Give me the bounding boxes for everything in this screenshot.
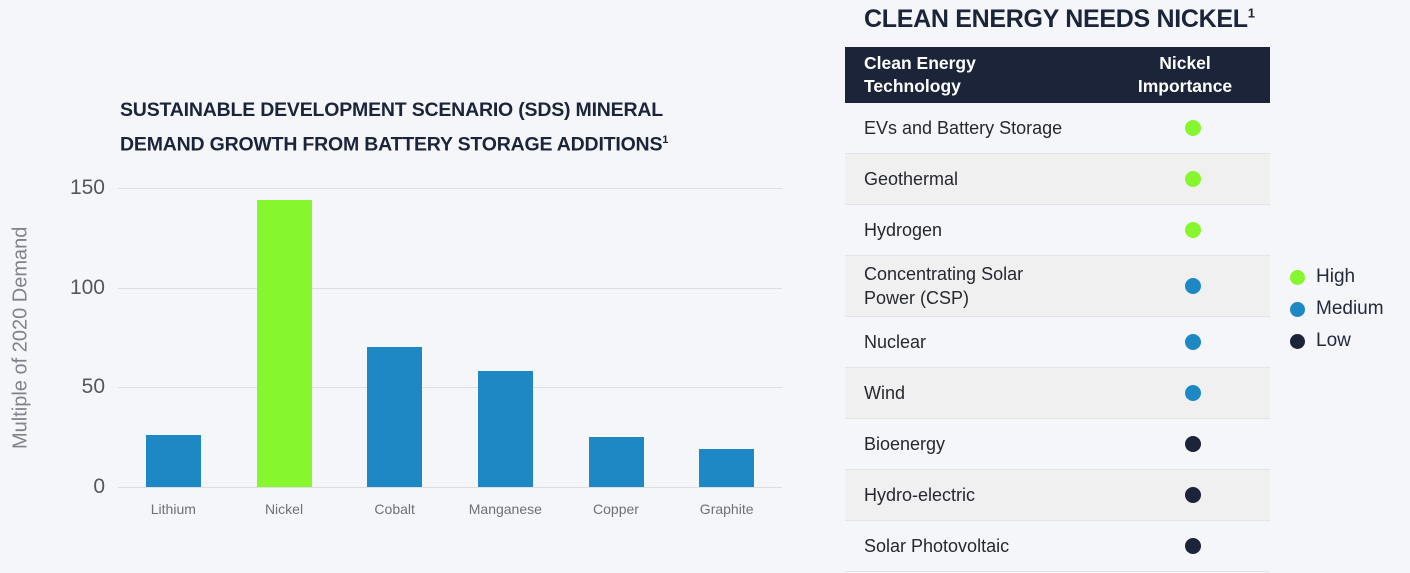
x-axis-label-nickel: Nickel [264, 501, 304, 517]
table-row: Hydrogen [845, 205, 1270, 256]
technology-label: Bioenergy [864, 434, 946, 454]
legend-item-high: High [1290, 266, 1384, 288]
column-header-importance: Nickel Importance [1137, 53, 1233, 96]
legend-label: High [1316, 266, 1356, 287]
chart-title: SUSTAINABLE DEVELOPMENT SCENARIO (SDS) M… [120, 95, 700, 160]
table-row: Hydro-electric [845, 470, 1270, 521]
chart-title-line1: SUSTAINABLE DEVELOPMENT SCENARIO (SDS) M… [120, 99, 663, 121]
importance-cell [1100, 171, 1270, 187]
importance-dot-low [1185, 538, 1201, 554]
table-row: Nuclear [845, 317, 1270, 368]
table-body: EVs and Battery Storage Geothermal Hydroge… [845, 103, 1270, 572]
importance-cell [1100, 487, 1270, 503]
bar-cobalt [367, 347, 423, 487]
table-row: Concentrating Solar Power (CSP) [845, 256, 1270, 317]
x-axis-label-copper: Copper [593, 501, 639, 517]
y-axis-title: Multiple of 2020 Demand [9, 226, 32, 450]
importance-legend: High Medium Low [1290, 266, 1384, 362]
gridline-50 [118, 387, 782, 389]
table-row: Wind [845, 368, 1270, 419]
column-header-technology: Clean Energy Technology [864, 53, 976, 96]
plot-area: 150 100 50 0 Lithium Nickel Cobalt Manganese Cop… [70, 176, 782, 517]
chart-title-line2: DEMAND GROWTH FROM BATTERY STORAGE ADDIT… [120, 133, 663, 156]
gridline-100 [118, 287, 782, 289]
y-tick-label-50: 50 [81, 375, 105, 399]
technology-label: Concentrating Solar Power (CSP) [864, 264, 1024, 308]
table-header-row: Clean Energy Technology Nickel Importanc… [845, 47, 1270, 103]
importance-dot-low [1185, 436, 1201, 452]
table-title-text: CLEAN ENERGY NEEDS NICKEL [864, 5, 1248, 33]
importance-cell [1100, 385, 1270, 401]
importance-cell [1100, 120, 1270, 136]
chart-title-footnote-marker: 1 [662, 134, 669, 146]
bar-copper [588, 437, 644, 487]
legend-dot-low [1290, 333, 1305, 349]
legend-item-low: Low [1290, 330, 1384, 352]
legend-label: Medium [1316, 298, 1384, 319]
importance-dot-high [1185, 120, 1201, 136]
y-tick-label-150: 150 [69, 176, 105, 199]
importance-dot-medium [1185, 334, 1201, 350]
legend-dot-high [1290, 269, 1305, 285]
importance-cell [1100, 222, 1270, 238]
technology-label: Nuclear [864, 332, 927, 352]
gridline-150 [118, 188, 782, 189]
table-row: Solar Photovoltaic [845, 521, 1270, 572]
importance-cell [1100, 436, 1270, 452]
nickel-importance-table-panel: CLEAN ENERGY NEEDS NICKEL1 Clean Energy … [845, 0, 1270, 573]
importance-cell [1100, 278, 1270, 294]
x-axis-label-graphite: Graphite [699, 501, 754, 517]
technology-label: Geothermal [864, 169, 959, 189]
table-row: Bioenergy [845, 419, 1270, 470]
technology-label: EVs and Battery Storage [864, 118, 1063, 138]
importance-cell [1100, 538, 1270, 554]
x-axis-label-lithium: Lithium [150, 501, 196, 517]
technology-label: Hydro-electric [864, 485, 976, 505]
importance-dot-low [1185, 487, 1201, 503]
legend-label: Low [1316, 330, 1351, 351]
bar-manganese [477, 371, 533, 487]
bar-chart-panel: SUSTAINABLE DEVELOPMENT SCENARIO (SDS) M… [9, 95, 782, 517]
importance-dot-high [1185, 171, 1201, 187]
importance-dot-medium [1185, 278, 1201, 294]
x-axis-label-manganese: Manganese [468, 501, 542, 517]
technology-label: Solar Photovoltaic [864, 536, 1010, 556]
importance-dot-medium [1185, 385, 1201, 401]
technology-label: Hydrogen [864, 220, 943, 240]
bar-graphite [699, 449, 755, 487]
nickel-importance-table: Clean Energy Technology Nickel Importanc… [845, 47, 1270, 572]
importance-cell [1100, 334, 1270, 350]
importance-dot-high [1185, 222, 1201, 238]
legend-item-medium: Medium [1290, 298, 1384, 320]
table-title: CLEAN ENERGY NEEDS NICKEL1 [864, 5, 1255, 34]
table-row: EVs and Battery Storage [845, 103, 1270, 154]
gridline-0 [118, 487, 782, 488]
table-title-footnote-marker: 1 [1247, 5, 1255, 21]
legend-dot-medium [1290, 301, 1305, 317]
y-tick-label-0: 0 [93, 475, 105, 498]
table-row: Geothermal [845, 154, 1270, 205]
bar-lithium [145, 435, 201, 487]
bar-nickel [256, 199, 312, 487]
x-axis-label-cobalt: Cobalt [374, 501, 415, 517]
y-tick-label-100: 100 [69, 275, 105, 299]
technology-label: Wind [864, 383, 906, 403]
